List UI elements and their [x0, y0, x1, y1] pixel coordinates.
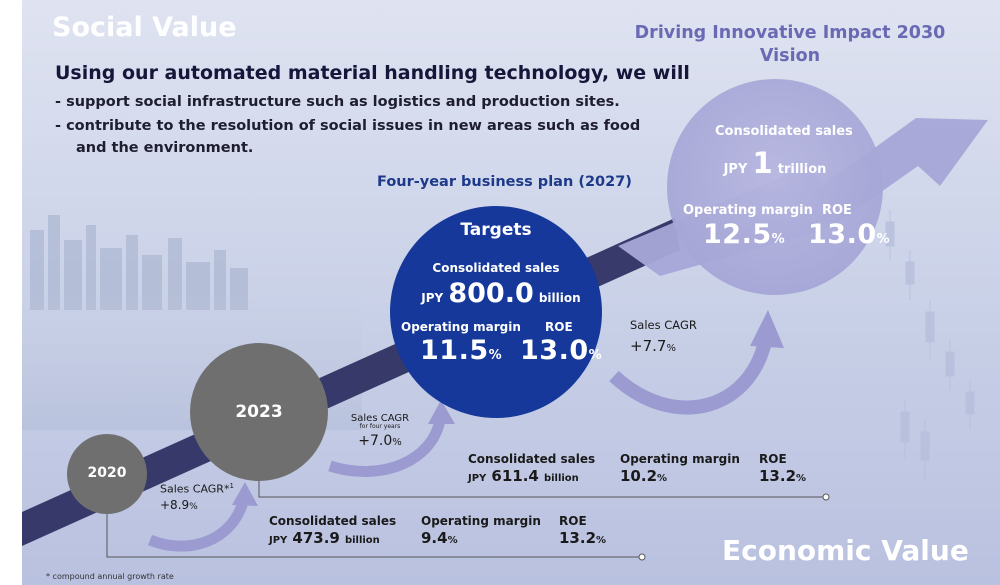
cagr-2027-value: +7.7 — [630, 337, 667, 355]
headline: Using our automated material handling te… — [55, 62, 690, 84]
pct-sign: % — [588, 348, 602, 363]
vision-sales-label: Consolidated sales — [715, 124, 853, 139]
results-2020-roe-value: 13.2 — [559, 529, 597, 547]
results-2020-roe: ROE 13.2% — [559, 514, 606, 547]
plan-op-margin-value: 11.5 — [420, 335, 489, 366]
vision-circle — [667, 79, 883, 295]
targets-label: Targets — [460, 220, 532, 240]
pct-sign: % — [657, 473, 668, 484]
plan-sales-label: Consolidated sales — [432, 261, 560, 275]
results-2023-op-margin-value: 10.2 — [620, 467, 658, 485]
results-2020-sales-prefix: JPY — [269, 535, 288, 546]
cagr-2020-label: Sales CAGR* — [160, 482, 230, 496]
cagr-2023-label: Sales CAGR — [350, 413, 410, 424]
vision-roe-value: 13.0 — [808, 219, 877, 250]
pct-sign: % — [447, 535, 458, 546]
results-2023-roe-label: ROE — [759, 452, 787, 466]
vision-op-margin: 12.5% — [703, 219, 785, 250]
pct-sign: % — [189, 501, 198, 512]
pct-sign: % — [796, 473, 807, 484]
plan-title: Four-year business plan (2027) — [377, 174, 632, 190]
cagr-2020-value-row: +8.9% — [160, 498, 234, 512]
results-2023-sales: Consolidated sales JPY 611.4 billion — [468, 452, 595, 485]
results-2023-sales-label: Consolidated sales — [468, 452, 596, 466]
results-2023-op-margin-label: Operating margin — [620, 452, 740, 466]
results-2023-sales-unit: billion — [543, 473, 579, 484]
vision-op-margin-label: Operating margin — [683, 203, 813, 218]
results-2023-op-margin: Operating margin 10.2% — [620, 452, 740, 485]
cagr-2027-label: Sales CAGR — [630, 318, 697, 332]
vision-roe: 13.0% — [808, 219, 890, 250]
pct-sign: % — [666, 343, 676, 354]
results-2020-sales: Consolidated sales JPY 473.9 billion — [269, 514, 396, 547]
results-2023-roe-value: 13.2 — [759, 467, 797, 485]
cagr-2023: Sales CAGR for four years +7.0% — [345, 413, 415, 449]
cagr-2020-value: +8.9 — [160, 497, 190, 512]
targets-circle — [390, 206, 602, 418]
plan-roe-value: 13.0 — [520, 335, 589, 366]
cagr-2020-sup: 1 — [229, 482, 234, 490]
plan-roe-label: ROE — [545, 320, 573, 334]
vision-op-margin-value: 12.5 — [703, 219, 772, 250]
pct-sign: % — [876, 232, 890, 247]
results-2020-sales-label: Consolidated sales — [269, 514, 397, 528]
bullet-1: - support social infrastructure such as … — [55, 94, 620, 110]
vision-title-line1: Driving Innovative Impact 2030 — [634, 23, 946, 43]
cagr-2027: Sales CAGR +7.7% — [630, 318, 712, 355]
cagr-2023-value: +7.0 — [358, 432, 393, 449]
results-2020-sales-value: 473.9 — [292, 529, 340, 547]
results-2020-op-margin: Operating margin 9.4% — [421, 514, 541, 547]
vision-sales-unit: trillion — [777, 162, 827, 177]
results-2020-op-margin-label: Operating margin — [421, 514, 541, 528]
pct-sign: % — [771, 232, 785, 247]
vision-sales-prefix: JPY — [723, 162, 748, 177]
vision-sales-value: 1 — [752, 146, 773, 180]
results-2023-roe: ROE 13.2% — [759, 452, 806, 485]
pct-sign: % — [392, 436, 402, 448]
footnote: * compound annual growth rate — [46, 572, 174, 581]
cagr-arrow-3 — [609, 340, 772, 415]
economic-value-title: Economic Value — [722, 534, 969, 567]
cagr-2023-value-row: +7.0% — [345, 432, 415, 449]
cagr-arrow-2 — [328, 418, 446, 477]
pct-sign: % — [488, 348, 502, 363]
plan-op-margin-label: Operating margin — [401, 320, 521, 334]
circle-2023 — [190, 343, 328, 481]
social-value-title: Social Value — [52, 12, 237, 43]
connector-2020 — [106, 502, 640, 558]
plan-sales-row: JPY 800.0 billion — [416, 278, 586, 309]
circle-2020 — [67, 434, 147, 514]
year-2020-label: 2020 — [87, 465, 127, 481]
plan-op-margin: 11.5% — [420, 335, 502, 366]
cagr-arrow-1 — [147, 500, 249, 552]
cagr-2023-sub: for four years — [359, 423, 401, 430]
vision-sales-row: JPY 1 trillion — [715, 146, 835, 180]
results-2020-op-margin-value: 9.4 — [421, 529, 448, 547]
results-2020-roe-label: ROE — [559, 514, 587, 528]
cagr-2027-value-row: +7.7% — [630, 337, 712, 355]
vision-title: Driving Innovative Impact 2030 Vision — [600, 22, 980, 68]
year-2023-label: 2023 — [235, 402, 283, 422]
plan-sales-prefix: JPY — [421, 291, 444, 305]
results-2023-sales-value: 611.4 — [491, 467, 539, 485]
bullet-3: and the environment. — [76, 140, 254, 156]
plan-sales-unit: billion — [538, 291, 581, 305]
candlestick-decoration — [885, 210, 975, 480]
vision-roe-label: ROE — [822, 203, 852, 218]
plan-roe: 13.0% — [520, 335, 602, 366]
pct-sign: % — [596, 535, 607, 546]
results-2020-sales-unit: billion — [344, 535, 380, 546]
vision-title-line2: Vision — [759, 45, 821, 66]
results-2023-sales-prefix: JPY — [468, 473, 487, 484]
plan-sales-value: 800.0 — [448, 278, 534, 309]
cagr-2020: Sales CAGR*1 +8.9% — [160, 482, 234, 512]
bullet-2: - contribute to the resolution of social… — [55, 118, 641, 134]
